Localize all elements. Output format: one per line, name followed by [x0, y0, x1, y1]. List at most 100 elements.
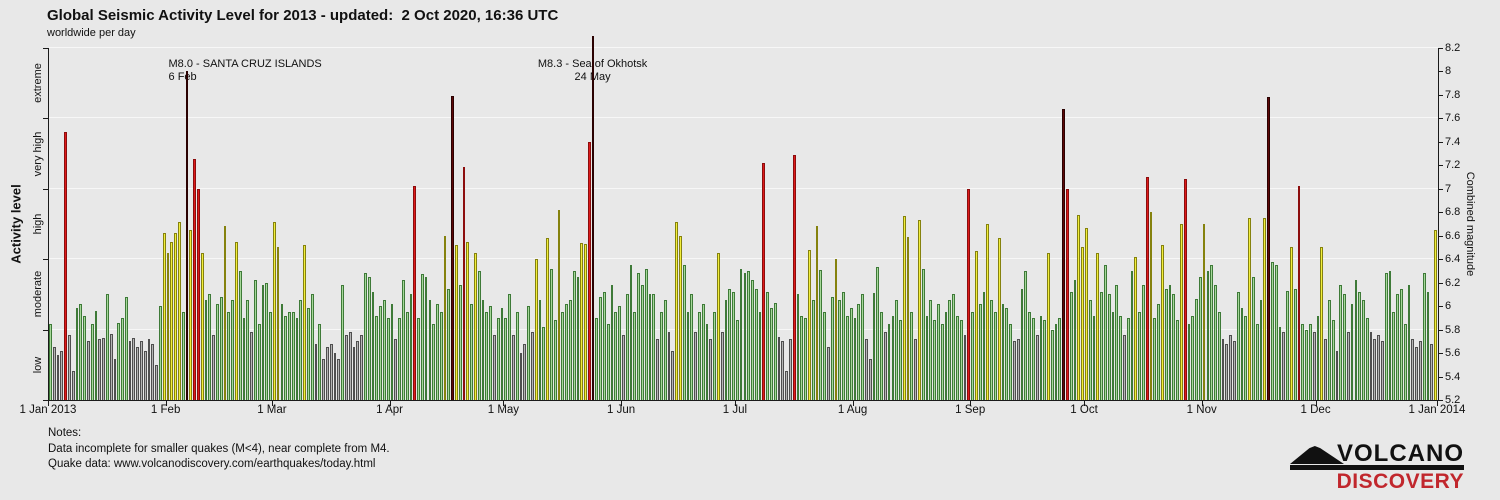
day-bar-moderate	[428, 300, 432, 400]
day-bar-moderate	[887, 323, 891, 400]
day-bar-high	[902, 215, 906, 400]
day-bar-moderate	[921, 268, 925, 400]
day-bar-moderate	[481, 300, 485, 400]
day-bar-moderate	[701, 303, 705, 400]
day-bar-moderate	[823, 312, 826, 400]
right-axis-tick	[1438, 259, 1443, 261]
day-bar-moderate	[576, 276, 580, 400]
day-bar-low	[326, 347, 329, 400]
x-axis-tick	[1201, 401, 1203, 406]
right-axis-tick-label: 5.4	[1445, 370, 1461, 383]
day-bar-low	[329, 343, 333, 400]
day-bar-moderate	[735, 320, 739, 400]
day-bar-moderate	[1104, 265, 1107, 400]
x-axis-tick-label: 1 Feb	[150, 404, 181, 416]
day-bar-moderate	[565, 303, 568, 400]
day-bar-high	[834, 259, 838, 400]
day-bar-low	[826, 347, 830, 400]
day-bar-low	[883, 331, 887, 400]
day-bar-low	[1225, 343, 1229, 400]
zone-label-low: low	[32, 356, 44, 374]
day-bar-moderate	[754, 288, 758, 400]
day-bar-moderate	[1278, 327, 1282, 400]
day-bar-moderate	[766, 292, 770, 400]
day-bar-moderate	[1115, 285, 1119, 400]
day-bar-low	[113, 358, 117, 400]
plot-area	[48, 36, 1439, 401]
day-bar-moderate	[1358, 292, 1362, 400]
day-bar-low	[67, 335, 71, 400]
day-bar-low	[868, 358, 872, 400]
day-bar-moderate	[90, 323, 94, 400]
gridline-m6.4	[49, 258, 1438, 260]
gridline-m8.2	[49, 47, 1438, 48]
day-bar-moderate	[398, 317, 401, 400]
x-axis-tick-label: 1 Aug	[837, 404, 868, 416]
day-bar-low	[1282, 331, 1286, 400]
day-bar-low	[1324, 339, 1327, 400]
day-bar-moderate	[489, 306, 492, 400]
x-axis-tick	[165, 401, 167, 406]
day-bar-moderate	[1005, 308, 1009, 400]
day-bar-moderate	[1217, 312, 1221, 400]
day-bar-moderate	[959, 320, 963, 400]
right-axis-tick	[1438, 212, 1443, 214]
day-bar-moderate	[697, 312, 701, 400]
day-bar-high	[1096, 253, 1100, 400]
y-axis-label-right: Combined magnitude	[1464, 171, 1476, 277]
day-bar-moderate	[993, 312, 997, 400]
day-bar-low	[1016, 339, 1020, 400]
day-bar-low	[314, 343, 318, 400]
day-bar-low	[1377, 335, 1381, 400]
day-bar-moderate	[49, 323, 52, 400]
day-bar-moderate	[751, 280, 754, 400]
right-axis-tick-label: 7	[1445, 182, 1452, 195]
day-bar-high	[166, 253, 170, 400]
day-bar-moderate	[633, 312, 637, 400]
right-axis-tick-label: 6.6	[1445, 229, 1461, 242]
right-axis-tick-label: 8.2	[1445, 42, 1461, 54]
day-bar-moderate	[208, 294, 212, 400]
day-bar-moderate	[1350, 303, 1354, 400]
day-bar-very-high	[64, 132, 67, 400]
day-bar-moderate	[379, 306, 382, 400]
day-bar-moderate	[724, 300, 728, 400]
volcano-icon	[1290, 446, 1344, 464]
day-bar-moderate	[79, 303, 83, 400]
day-bar-moderate	[1187, 323, 1191, 400]
day-bar-moderate	[1119, 315, 1122, 400]
day-bar-moderate	[436, 303, 439, 400]
volcanodiscovery-logo: VOLCANO DISCOVERY	[1290, 442, 1464, 492]
right-axis-tick	[1438, 94, 1443, 96]
day-bar-moderate	[652, 294, 656, 400]
day-bar-low	[147, 339, 151, 400]
day-bar-moderate	[925, 315, 929, 400]
day-bar-moderate	[496, 317, 500, 400]
day-bar-moderate	[838, 300, 842, 400]
day-bar-moderate	[75, 308, 79, 400]
day-bar-moderate	[690, 294, 694, 400]
day-bar-low	[151, 343, 155, 400]
day-bar-moderate	[990, 300, 993, 400]
day-bar-low	[519, 353, 523, 400]
day-bar-moderate	[728, 288, 732, 400]
day-bar-low	[1381, 341, 1384, 400]
day-bar-high	[584, 243, 587, 400]
day-bar-moderate	[1126, 317, 1130, 400]
day-bar-moderate	[508, 294, 511, 400]
right-axis-tick	[1438, 376, 1443, 378]
day-bar-moderate	[269, 312, 272, 400]
day-bar-moderate	[204, 300, 208, 400]
x-axis-tick	[389, 401, 391, 406]
zone-label-extreme: extreme	[32, 63, 44, 104]
day-bar-moderate	[1331, 320, 1335, 400]
day-bar-moderate	[1069, 292, 1073, 400]
day-bar-moderate	[159, 306, 162, 400]
day-bar-high	[455, 245, 458, 400]
x-axis-tick	[970, 401, 972, 406]
day-bar-moderate	[895, 300, 899, 400]
day-bar-moderate	[1271, 261, 1274, 400]
day-bar-moderate	[1308, 323, 1312, 400]
day-bar-moderate	[1058, 317, 1062, 400]
day-bar-moderate	[1088, 300, 1092, 400]
